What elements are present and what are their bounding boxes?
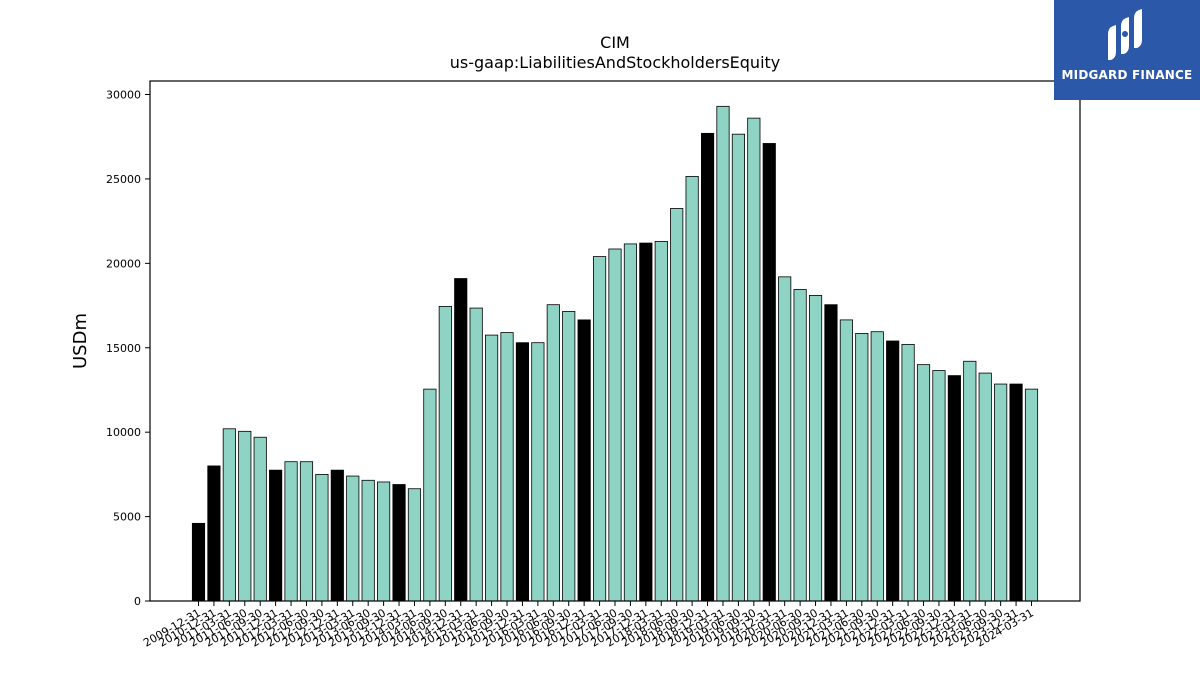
bar-2011-06-30 xyxy=(238,430,252,602)
chart-subtitle: us-gaap:LiabilitiesAndStockholdersEquity xyxy=(450,53,781,72)
bar-2012-06-30 xyxy=(299,461,314,602)
bar-2022-06-30 xyxy=(916,364,931,602)
bar-2023-06-30 xyxy=(978,372,992,602)
bar-2021-03-31 xyxy=(839,319,853,602)
bar-2017-09-30 xyxy=(623,243,638,602)
bar-2017-06-30 xyxy=(608,248,622,602)
bar-2017-12-31 xyxy=(639,242,653,602)
chart-title: CIM xyxy=(600,33,630,52)
bar-2013-03-31 xyxy=(346,475,360,602)
y-tick-label: 20000 xyxy=(106,257,141,270)
bar-2011-09-30 xyxy=(253,436,267,602)
bar-2016-12-31 xyxy=(577,319,591,602)
bar-2009-12-31 xyxy=(191,522,206,602)
bar-2015-03-31 xyxy=(469,307,483,602)
y-tick-label: 5000 xyxy=(113,511,141,524)
bar-2012-09-30 xyxy=(315,473,329,602)
bar-2021-12-31 xyxy=(886,340,900,602)
bar-2020-06-30 xyxy=(793,289,807,602)
bar-2012-12-31 xyxy=(330,469,344,602)
y-tick-label: 15000 xyxy=(106,342,141,355)
bar-2020-09-30 xyxy=(808,295,823,602)
brand-logo: MIDGARD FINANCE xyxy=(1054,0,1200,100)
bar-2017-03-31 xyxy=(593,256,607,602)
bar-2014-03-31 xyxy=(407,488,422,602)
bar-2018-09-30 xyxy=(685,175,699,602)
y-tick-label: 25000 xyxy=(106,173,141,186)
bar-2010-12-31 xyxy=(207,465,221,602)
bar-2011-03-31 xyxy=(222,428,236,602)
plot-frame xyxy=(149,80,1081,602)
bar-2023-12-31 xyxy=(1009,383,1023,602)
brand-name: MIDGARD FINANCE xyxy=(1061,68,1193,82)
bar-2019-12-31 xyxy=(762,143,776,602)
y-tick-label: 10000 xyxy=(106,426,141,439)
bar-2012-03-31 xyxy=(284,461,298,602)
bar-2016-09-30 xyxy=(562,311,576,602)
bar-2022-09-30 xyxy=(932,370,946,602)
midgard-logo-icon xyxy=(1108,9,1142,60)
bar-2015-09-30 xyxy=(500,332,514,602)
bar-2016-03-31 xyxy=(531,342,545,602)
bar-2023-03-31 xyxy=(963,360,977,602)
bar-2013-06-30 xyxy=(361,479,375,602)
bar-2018-12-31 xyxy=(700,132,715,602)
bar-2022-12-31 xyxy=(947,375,961,602)
x-axis-ticks: 2009-12-312010-12-312011-03-312011-06-30… xyxy=(141,601,1036,650)
bar-2019-09-30 xyxy=(747,117,761,602)
bar-2018-06-30 xyxy=(670,208,684,602)
bar-2014-06-30 xyxy=(423,388,437,602)
bar-2011-12-31 xyxy=(269,469,283,602)
bar-2014-09-30 xyxy=(438,305,452,602)
bar-2014-12-31 xyxy=(454,278,468,602)
bar-2016-06-30 xyxy=(546,304,560,602)
bar-2015-06-30 xyxy=(485,334,499,602)
bar-2019-06-30 xyxy=(731,133,745,602)
bar-2013-09-30 xyxy=(377,481,391,602)
y-axis-label: USDm xyxy=(70,313,91,369)
bar-2013-12-31 xyxy=(392,484,406,602)
bar-2024-03-31 xyxy=(1024,388,1039,602)
bar-2018-03-31 xyxy=(654,240,668,602)
bar-2020-12-31 xyxy=(824,304,838,602)
y-tick-label: 30000 xyxy=(106,89,141,102)
bars-group xyxy=(191,105,1039,602)
bar-2021-09-30 xyxy=(870,331,884,602)
bar-2021-06-30 xyxy=(855,332,869,602)
y-axis-ticks: 0 5000 10000 15000 20000 25000 30000 xyxy=(106,89,150,608)
bar-2023-09-30 xyxy=(994,383,1008,602)
y-tick-label: 0 xyxy=(134,595,141,608)
bar-2020-03-31 xyxy=(778,276,792,602)
bar-2022-03-31 xyxy=(901,343,915,602)
bar-2019-03-31 xyxy=(716,105,730,602)
bar-2015-12-31 xyxy=(515,342,530,602)
